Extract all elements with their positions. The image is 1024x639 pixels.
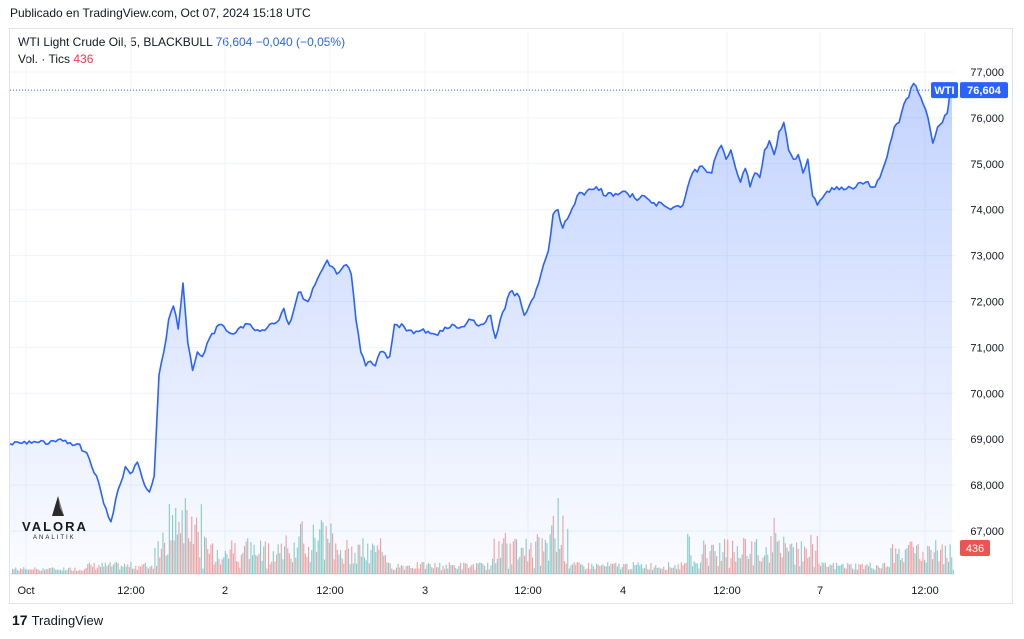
y-tick-label: 74,000 [970, 205, 1004, 217]
x-tick-label: 12:00 [514, 585, 542, 597]
volume-badge-label: 436 [966, 543, 984, 555]
x-tick-label: 12:00 [117, 585, 145, 597]
price-badge-label: 76,604 [967, 85, 1002, 97]
watermark-name: VALORA [22, 519, 88, 534]
y-tick-label: 72,000 [970, 297, 1004, 309]
y-tick-label: 77,000 [970, 67, 1004, 79]
y-axis-labels: 77,000 76,000 75,000 74,000 73,000 72,000 71,0… [970, 67, 1004, 538]
y-tick-label: 68,000 [970, 480, 1004, 492]
x-axis-labels: Oct 12:00 2 12:00 3 12:00 4 12:00 7 12:00 [17, 585, 938, 597]
y-tick-label: 76,000 [970, 113, 1004, 125]
x-tick-label: 2 [222, 585, 228, 597]
x-tick-label: 3 [422, 585, 428, 597]
y-tick-label: 71,000 [970, 342, 1004, 354]
symbol-badge [931, 82, 958, 99]
watermark-sub: ANALITIK [33, 535, 76, 541]
footer-brand[interactable]: 17 TradingView [12, 612, 103, 628]
x-tick-label: 12:00 [316, 585, 344, 597]
price-badges: WTI 76,604 436 [931, 82, 1008, 556]
footer-brand-label: TradingView [31, 612, 104, 628]
legend-volume-label: Vol. · Tics [18, 52, 71, 66]
legend-volume-value: 436 [73, 52, 94, 66]
x-tick-label: 7 [817, 585, 823, 597]
y-tick-label: 75,000 [970, 159, 1004, 171]
x-tick-label: 12:00 [713, 585, 741, 597]
y-tick-label: 70,000 [970, 388, 1004, 400]
price-area [10, 83, 952, 574]
valora-logo-icon [20, 496, 100, 546]
chart-frame [9, 28, 1013, 604]
volume-bar [952, 569, 954, 574]
tradingview-logo-icon: 17 [12, 612, 28, 628]
volume-badge [960, 540, 990, 556]
y-tick-label: 73,000 [970, 251, 1004, 263]
y-tick-label: 69,000 [970, 434, 1004, 446]
y-tick-label: 67,000 [970, 526, 1004, 538]
price-badge [960, 82, 1008, 99]
x-tick-label: 4 [620, 585, 626, 597]
published-caption: Publicado en TradingView.com, Oct 07, 20… [10, 6, 311, 20]
price-line [9, 82, 953, 523]
x-tick-label: Oct [17, 585, 34, 597]
x-tick-label: 12:00 [911, 585, 939, 597]
legend-symbol: WTI Light Crude Oil, 5, BLACKBULL [18, 35, 213, 49]
symbol-badge-label: WTI [934, 85, 954, 97]
legend-change: −0,040 (−0,05%) [255, 35, 346, 49]
legend-volume-row[interactable]: Vol. · Tics 436 [18, 51, 345, 68]
